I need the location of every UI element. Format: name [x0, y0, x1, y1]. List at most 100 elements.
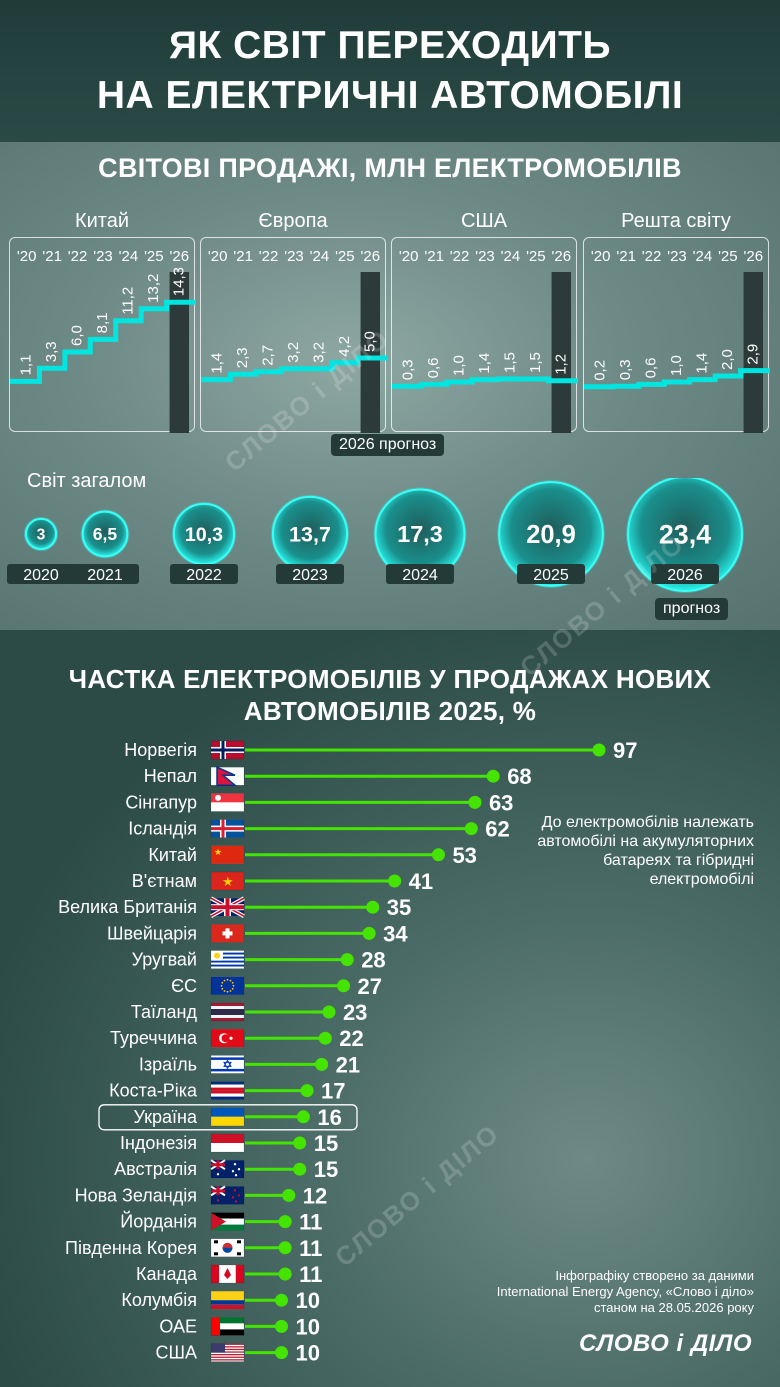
- country-label: Нова Зеландія: [75, 1185, 197, 1205]
- bubble-value-label: 3: [37, 526, 46, 543]
- data-label: 0,6: [425, 358, 442, 379]
- bar-row: Туреччина 22: [110, 1026, 364, 1051]
- bar-row: В'єтнам ★ 41: [132, 869, 433, 894]
- source-note: Інфографіку створено за даними Internati…: [454, 1268, 754, 1316]
- year-label: 2021: [87, 567, 123, 584]
- bar-end-dot: [468, 795, 482, 809]
- source-line3: станом на 28.05.2026 року: [594, 1300, 754, 1315]
- country-label: Норвегія: [124, 740, 197, 760]
- south-korea-flag: [210, 1238, 245, 1258]
- value-label: 10: [296, 1341, 320, 1366]
- value-label: 27: [358, 974, 382, 999]
- bar-end-dot: [592, 743, 606, 757]
- year-tick-label: '21: [233, 248, 253, 265]
- world-bubble: [498, 481, 604, 587]
- bar-row: Сінгапур 63: [125, 790, 513, 815]
- value-label: 97: [613, 738, 637, 763]
- uk-flag: [210, 896, 245, 918]
- bar-row: Йорданія 11: [120, 1210, 322, 1235]
- bar-row: Україна 16: [98, 1104, 358, 1131]
- bar-row: Південна Корея 11: [65, 1236, 322, 1261]
- bar-end-dot: [275, 1293, 288, 1307]
- value-label: 11: [299, 1210, 322, 1235]
- bar-row: Уругвай 28: [132, 948, 386, 973]
- bubble-value-label: 10,3: [185, 524, 223, 546]
- year-tick-label: '20: [591, 248, 611, 265]
- data-label: 2,7: [260, 345, 277, 366]
- bar-row: Велика Британія 35: [58, 895, 411, 920]
- data-label: 4,2: [336, 336, 353, 357]
- data-label: 3,3: [43, 341, 60, 362]
- bubble-value-label: 17,3: [397, 521, 443, 547]
- bar-row: Нова Зеландія 12: [75, 1183, 328, 1208]
- year-tick-label: '23: [284, 248, 304, 265]
- panel-label-china: Китай: [74, 210, 130, 232]
- world-bubble: [627, 478, 743, 592]
- year-label: 2024: [402, 567, 438, 584]
- country-label: Йорданія: [120, 1211, 197, 1232]
- year-pill: [651, 564, 719, 584]
- data-label: 1,4: [209, 353, 226, 374]
- highlight-box: [98, 1104, 358, 1131]
- bar-row: Канада 11: [136, 1262, 322, 1287]
- country-label: ЄС: [171, 976, 197, 996]
- value-label: 11: [299, 1236, 322, 1261]
- panel-label-rest: Решта світу: [621, 210, 731, 232]
- data-label: 1,4: [693, 353, 710, 374]
- iceland-flag: [210, 819, 245, 838]
- chart-china: '20 '21 '22 '23 '24 '25 '26 1,1 3,3 6,0 8,1 11,2 13,…: [10, 248, 196, 433]
- china-flag: ★: [210, 845, 245, 865]
- year-tick-label: '26: [361, 248, 381, 265]
- country-label: Україна: [134, 1107, 198, 1127]
- value-label: 15: [314, 1157, 338, 1182]
- country-label: Таїланд: [131, 1002, 198, 1022]
- norway-flag: [210, 740, 245, 760]
- bar-end-dot: [362, 926, 376, 940]
- country-label: В'єтнам: [132, 871, 197, 891]
- year-pill: [71, 564, 139, 584]
- share-title-line2: АВТОМОБІЛІВ 2025, %: [243, 696, 537, 726]
- data-label: 11,2: [119, 287, 136, 315]
- country-label: США: [155, 1343, 197, 1363]
- bar-row: ОАЕ 10: [159, 1314, 320, 1339]
- year-tick-label: '24: [693, 248, 713, 265]
- bubble-value-label: 6,5: [93, 524, 118, 544]
- source-line1: Інфографіку створено за даними: [555, 1268, 754, 1283]
- year-tick-label: '25: [335, 248, 355, 265]
- sales-chart-title: СВІТОВІ ПРОДАЖІ, МЛН ЕЛЕКТРОМОБІЛІВ: [98, 153, 682, 183]
- bar-end-dot: [337, 979, 351, 993]
- data-label: 1,0: [451, 355, 468, 376]
- chart-usa: '20 '21 '22 '23 '24 '25 '26 0,3 0,6 1,0 1,4 1,5 1,5 1…: [392, 248, 578, 433]
- value-label: 35: [387, 895, 411, 920]
- value-label: 34: [383, 921, 408, 946]
- data-label: 1,2: [552, 354, 569, 375]
- bar-end-dot: [340, 953, 354, 967]
- value-label: 21: [336, 1052, 360, 1077]
- value-label: 28: [361, 948, 385, 973]
- country-label: Канада: [136, 1264, 198, 1284]
- bar-end-dot: [388, 874, 402, 888]
- year-pill: [517, 564, 585, 584]
- bar-end-dot: [275, 1346, 288, 1360]
- share-bar-chart: Норвегія 97 Непал 68 Сінгапур 63 Ісландія 62 Кит…: [58, 738, 637, 1366]
- year-tick-label: '26: [744, 248, 764, 265]
- value-label: 62: [485, 817, 509, 842]
- country-label: Швейцарія: [107, 923, 197, 943]
- year-tick-label: '20: [399, 248, 419, 265]
- forecast-column: [743, 272, 763, 433]
- bar-row: Норвегія 97: [124, 738, 637, 763]
- world-forecast-label: прогноз: [655, 598, 729, 620]
- bar-row: ЄС 27: [171, 974, 382, 999]
- year-tick-label: '26: [552, 248, 572, 265]
- data-label: 13,2: [145, 274, 162, 303]
- country-label: Ізраїль: [139, 1054, 197, 1074]
- bar-end-dot: [486, 769, 500, 783]
- israel-flag: [210, 1055, 245, 1074]
- year-pill: [386, 564, 454, 584]
- data-label: 1,5: [501, 352, 518, 373]
- data-label: 1,1: [18, 355, 35, 376]
- year-tick-label: '25: [526, 248, 546, 265]
- canada-flag: [210, 1264, 245, 1284]
- data-label: 2,9: [744, 344, 761, 365]
- svg-text:★: ★: [214, 847, 222, 857]
